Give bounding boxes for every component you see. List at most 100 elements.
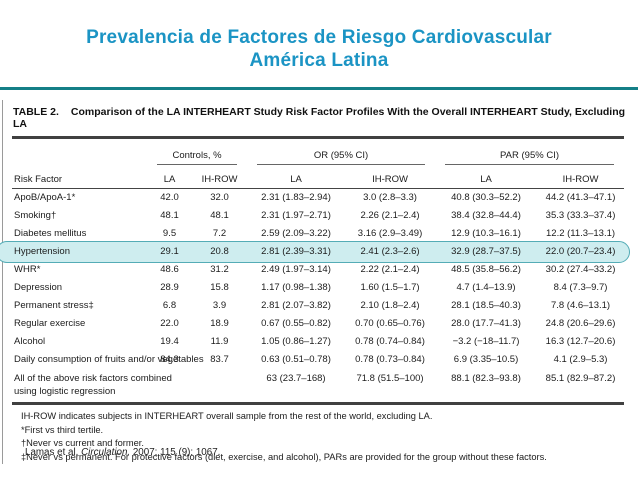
value-cell: 28.0 (17.7–41.3) [451, 318, 521, 329]
table-row-highlight: Hypertension 29.1 20.8 2.81 (2.39–3.31) … [12, 243, 624, 261]
row-label: Smoking† [14, 210, 57, 221]
value-cell: 0.78 (0.74–0.84) [355, 336, 425, 347]
footnote-line: †Never vs current and former. [21, 438, 144, 448]
group-header-or: OR (95% CI) [247, 139, 435, 165]
table-row: Depression 28.9 15.8 1.17 (0.98–1.38) 1.… [12, 279, 624, 297]
group-header-par: PAR (95% CI) [435, 139, 624, 165]
risk-factor-table: Controls, % OR (95% CI) PAR (95% CI) Ris… [12, 139, 625, 400]
value-cell: 2.81 (2.39–3.31) [261, 246, 331, 257]
row-label: Hypertension [14, 246, 70, 257]
value-cell: 28.9 [160, 282, 179, 293]
value-cell: 48.1 [160, 210, 179, 221]
table-row: WHR* 48.6 31.2 2.49 (1.97–3.14) 2.22 (2.… [12, 261, 624, 279]
value-cell: 11.9 [210, 336, 229, 347]
value-cell: 88.1 (82.3–93.8) [451, 373, 521, 384]
value-cell: 30.2 (27.4–33.2) [545, 264, 616, 275]
row-label: Daily consumption of fruits and/or veget… [14, 354, 204, 365]
value-cell: 2.22 (2.1–2.4) [360, 264, 420, 275]
value-cell: 42.0 [160, 192, 179, 203]
slide-title-line-1: Prevalencia de Factores de Riesgo Cardio… [86, 27, 552, 48]
value-cell: 71.8 (51.5–100) [356, 373, 424, 384]
group-header-spacer [12, 139, 147, 165]
table-row: Regular exercise 22.0 18.9 0.67 (0.55–0.… [12, 315, 624, 333]
value-cell: 84.3 [160, 354, 179, 365]
value-cell: 2.41 (2.3–2.6) [360, 246, 420, 257]
value-cell: 0.78 (0.73–0.84) [355, 354, 425, 365]
value-cell: 18.9 [210, 318, 229, 329]
value-cell: 6.8 [162, 300, 177, 311]
citation-authors: Lamas et al. [25, 447, 79, 458]
citation: Lamas et al. Circulation. 2007; 115 (9):… [25, 447, 220, 458]
value-cell: 22.0 [160, 318, 179, 329]
value-cell: 24.8 (20.6–29.6) [545, 318, 616, 329]
value-cell: 29.1 [160, 246, 179, 257]
value-cell: 48.1 [210, 210, 229, 221]
value-cell: 83.7 [210, 354, 229, 365]
footnote-line: ‡Never vs permanent. For protective fact… [21, 451, 547, 462]
value-cell [192, 369, 247, 400]
value-cell: 2.31 (1.97–2.71) [261, 210, 331, 221]
value-cell: 6.9 (3.35–10.5) [453, 354, 519, 365]
value-cell: 35.3 (33.3–37.4) [545, 210, 616, 221]
group-header-controls: Controls, % [147, 139, 247, 165]
slide-title-line-2: América Latina [249, 50, 389, 72]
row-label: Permanent stress‡ [14, 300, 94, 311]
value-cell: 2.49 (1.97–3.14) [261, 264, 331, 275]
table-row: All of the above risk factors combined u… [12, 369, 624, 400]
column-header-par-la: LA [435, 165, 538, 189]
value-cell: 7.2 [212, 228, 227, 239]
value-cell: −3.2 (−18–11.7) [452, 336, 520, 347]
table-row: ApoB/ApoA-1* 42.0 32.0 2.31 (1.83–2.94) … [12, 189, 624, 208]
value-cell: 1.60 (1.5–1.7) [360, 282, 420, 293]
column-header-controls-ihrow: IH-ROW [192, 165, 248, 189]
table-row: Daily consumption of fruits and/or veget… [12, 351, 624, 369]
slide-title: Prevalencia de Factores de Riesgo Cardio… [0, 26, 638, 72]
table-scan: TABLE 2. Comparison of the LA INTERHEART … [0, 100, 630, 464]
value-cell: 2.59 (2.09–3.22) [261, 228, 331, 239]
value-cell: 20.8 [210, 246, 229, 257]
value-cell: 38.4 (32.8–44.4) [451, 210, 521, 221]
group-header-row: Controls, % OR (95% CI) PAR (95% CI) [12, 139, 624, 165]
row-label: Regular exercise [14, 318, 86, 329]
value-cell: 1.05 (0.86–1.27) [261, 336, 331, 347]
row-label: ApoB/ApoA-1* [14, 192, 76, 203]
column-header-or-ihrow: IH-ROW [345, 165, 436, 189]
value-cell: 2.10 (1.8–2.4) [360, 300, 420, 311]
value-cell: 4.1 (2.9–5.3) [553, 354, 608, 365]
table-caption: TABLE 2. Comparison of the LA INTERHEART … [11, 100, 630, 136]
value-cell: 3.16 (2.9–3.49) [357, 228, 423, 239]
column-header-par-ihrow: IH-ROW [537, 165, 625, 189]
row-label: All of the above risk factors combined u… [14, 373, 172, 397]
value-cell: 3.0 (2.8–3.3) [363, 192, 417, 203]
table-rule-top [12, 136, 624, 139]
column-header-controls-la: LA [147, 165, 192, 189]
column-header-row: Risk Factor LA IH-ROW LA IH-ROW LA IH-RO… [12, 165, 625, 189]
value-cell: 15.8 [210, 282, 229, 293]
footnote-line: IH-ROW indicates subjects in INTERHEART … [21, 411, 433, 421]
value-cell: 8.4 (7.3–9.7) [553, 282, 608, 293]
table-row: Permanent stress‡ 6.8 3.9 2.81 (2.07–3.8… [12, 297, 624, 315]
value-cell: 1.17 (0.98–1.38) [261, 282, 331, 293]
value-cell: 28.1 (18.5–40.3) [451, 300, 521, 311]
value-cell: 44.2 (41.3–47.1) [545, 192, 616, 203]
value-cell: 19.4 [160, 336, 179, 347]
value-cell: 63 (23.7–168) [266, 373, 326, 384]
value-cell: 7.8 (4.6–13.1) [550, 300, 611, 311]
row-label: Diabetes mellitus [14, 228, 87, 239]
value-cell: 9.5 [162, 228, 177, 239]
title-accent-rule [0, 87, 638, 90]
row-label: Depression [14, 282, 63, 293]
value-cell: 32.0 [210, 192, 229, 203]
value-cell: 0.67 (0.55–0.82) [261, 318, 331, 329]
table-caption-label: TABLE 2. [13, 106, 59, 118]
value-cell: 4.7 (1.4–13.9) [456, 282, 516, 293]
footnote-line: *First vs third tertile. [21, 424, 104, 435]
table-caption-text: Comparison of the LA INTERHEART Study Ri… [13, 106, 626, 130]
value-cell: 32.9 (28.7–37.5) [451, 246, 521, 257]
value-cell: 12.2 (11.3–13.1) [546, 228, 616, 239]
table-row: Alcohol 19.4 11.9 1.05 (0.86–1.27) 0.78 … [12, 333, 624, 351]
table-rule-bottom [12, 402, 624, 405]
value-cell: 12.9 (10.3–16.1) [451, 228, 521, 239]
value-cell: 31.2 [210, 264, 229, 275]
value-cell: 40.8 (30.3–52.2) [451, 192, 521, 203]
